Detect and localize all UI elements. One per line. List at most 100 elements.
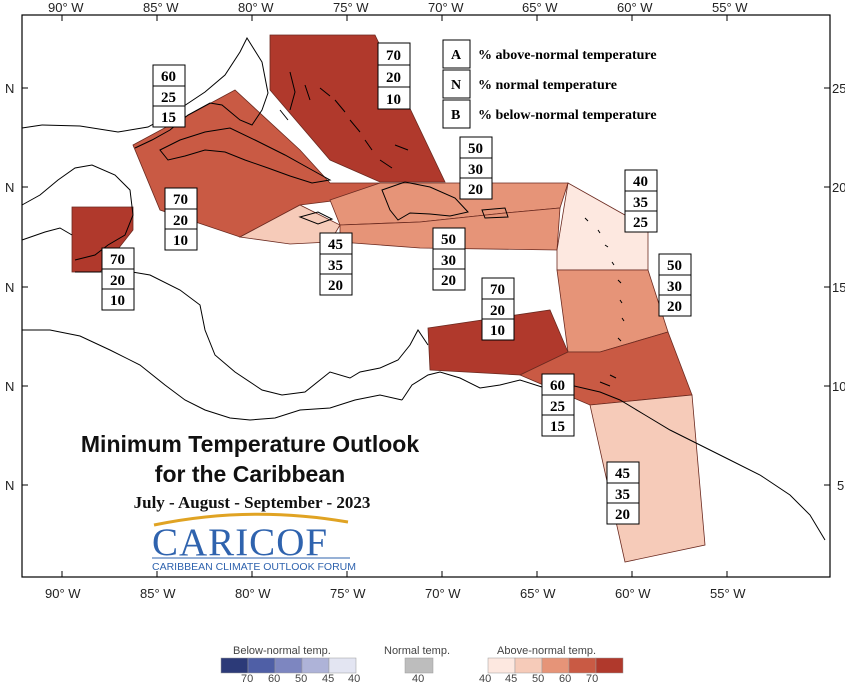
key-letter-n: N bbox=[451, 78, 461, 93]
colorbar-normal-swatches bbox=[404, 657, 434, 674]
colorbar-tick: 40 bbox=[348, 673, 360, 684]
colorbar-tick: 40 bbox=[412, 673, 424, 684]
y-tick-label: N bbox=[5, 280, 14, 295]
prob-box-bahamas: 70 20 10 bbox=[377, 42, 411, 110]
prob-box-abc: 70 20 10 bbox=[481, 277, 515, 341]
prob-normal: 35 bbox=[615, 487, 630, 503]
prob-above: 70 bbox=[110, 252, 125, 268]
x-tick-label: 65° W bbox=[520, 586, 556, 601]
y-axis-right-labels: 25° 20° 15° 10° 5° bbox=[832, 81, 845, 493]
y-tick-label: N bbox=[5, 81, 14, 96]
prob-above: 45 bbox=[615, 466, 630, 482]
prob-normal: 20 bbox=[490, 303, 505, 319]
colorbar-swatch bbox=[568, 657, 597, 674]
x-tick-label: 90° W bbox=[45, 586, 81, 601]
colorbar-tick: 50 bbox=[295, 673, 307, 684]
x-tick-label: 85° W bbox=[143, 0, 179, 15]
prob-above: 45 bbox=[328, 237, 343, 253]
probability-boxes: 70 20 10 60 25 15 70 20 10 70 20 10 bbox=[101, 42, 692, 525]
prob-below: 20 bbox=[615, 507, 630, 523]
prob-box-trinidad: 60 25 15 bbox=[541, 373, 575, 437]
prob-above: 70 bbox=[490, 282, 505, 298]
y-tick-label: 15° bbox=[832, 280, 845, 295]
x-tick-label: 75° W bbox=[333, 0, 369, 15]
x-tick-label: 85° W bbox=[140, 586, 176, 601]
prob-box-belize: 70 20 10 bbox=[101, 247, 135, 311]
colorbar-tick: 40 bbox=[479, 673, 491, 684]
x-axis-top-labels: 90° W 85° W 80° W 75° W 70° W 65° W 60° … bbox=[48, 0, 748, 15]
prob-above: 50 bbox=[667, 258, 682, 274]
x-tick-label: 60° W bbox=[617, 0, 653, 15]
top-tick-marks bbox=[22, 15, 830, 577]
colorbar: Below-normal temp. Normal temp. Above-no… bbox=[220, 645, 624, 684]
prob-above: 50 bbox=[468, 141, 483, 157]
prob-below: 10 bbox=[173, 233, 188, 249]
colorbar-below-swatches bbox=[220, 657, 357, 674]
y-tick-label: 25° bbox=[832, 81, 845, 96]
colorbar-swatch bbox=[595, 657, 624, 674]
key-text-normal: % normal temperature bbox=[478, 78, 617, 93]
colorbar-tick: 70 bbox=[586, 673, 598, 684]
colorbar-swatch bbox=[487, 657, 516, 674]
prob-normal: 20 bbox=[110, 273, 125, 289]
key-text-above: % above-normal temperature bbox=[478, 48, 657, 63]
map-subtitle: July - August - September - 2023 bbox=[134, 493, 371, 512]
prob-box-windwards: 50 30 20 bbox=[658, 253, 692, 317]
colorbar-swatch bbox=[220, 657, 249, 674]
prob-below: 10 bbox=[490, 323, 505, 339]
logo-text: CARICOF bbox=[152, 521, 328, 564]
prob-above: 40 bbox=[633, 174, 648, 190]
colorbar-swatch bbox=[274, 657, 303, 674]
prob-box-leewards: 40 35 25 bbox=[624, 169, 658, 233]
x-tick-label: 55° W bbox=[710, 586, 746, 601]
prob-normal: 20 bbox=[386, 70, 401, 86]
x-tick-label: 70° W bbox=[428, 0, 464, 15]
prob-normal: 25 bbox=[161, 90, 176, 106]
prob-above: 50 bbox=[441, 232, 456, 248]
prob-below: 20 bbox=[667, 299, 682, 315]
x-tick-label: 70° W bbox=[425, 586, 461, 601]
prob-normal: 30 bbox=[667, 279, 682, 295]
colorbar-swatch bbox=[301, 657, 330, 674]
prob-normal: 35 bbox=[328, 258, 343, 274]
prob-box-cayman: 70 20 10 bbox=[164, 187, 198, 251]
colorbar-tick: 45 bbox=[322, 673, 334, 684]
colorbar-above-swatches bbox=[487, 657, 624, 674]
prob-normal: 35 bbox=[633, 195, 648, 211]
prob-normal: 25 bbox=[550, 399, 565, 415]
x-tick-label: 90° W bbox=[48, 0, 84, 15]
prob-below: 20 bbox=[328, 278, 343, 294]
colorbar-tick: 60 bbox=[559, 673, 571, 684]
prob-below: 20 bbox=[468, 182, 483, 198]
colorbar-tick: 60 bbox=[268, 673, 280, 684]
x-tick-label: 55° W bbox=[712, 0, 748, 15]
y-tick-label: N bbox=[5, 180, 14, 195]
colorbar-tick: 45 bbox=[505, 673, 517, 684]
region-bahamas bbox=[269, 34, 446, 183]
colorbar-swatch bbox=[541, 657, 570, 674]
prob-below: 25 bbox=[633, 215, 648, 231]
colorbar-above-label: Above-normal temp. bbox=[497, 645, 596, 657]
colorbar-below-label: Below-normal temp. bbox=[233, 645, 331, 657]
y-axis-left-labels: N N N N N bbox=[5, 81, 14, 493]
key-letter-a: A bbox=[451, 48, 462, 63]
prob-above: 70 bbox=[173, 192, 188, 208]
x-tick-label: 80° W bbox=[238, 0, 274, 15]
y-tick-label: N bbox=[5, 379, 14, 394]
prob-box-cuba: 60 25 15 bbox=[152, 64, 186, 128]
prob-box-pr-south: 50 30 20 bbox=[432, 227, 466, 291]
prob-box-hispaniola: 50 30 20 bbox=[459, 136, 493, 200]
prob-below: 15 bbox=[550, 419, 565, 435]
key-letter-b: B bbox=[451, 108, 460, 123]
y-tick-label: 10° bbox=[832, 379, 845, 394]
colorbar-normal-label: Normal temp. bbox=[384, 645, 450, 657]
prob-box-jamaica: 45 35 20 bbox=[319, 232, 353, 296]
prob-below: 10 bbox=[110, 293, 125, 309]
y-tick-label: 20° bbox=[832, 180, 845, 195]
colorbar-swatch bbox=[514, 657, 543, 674]
prob-normal: 30 bbox=[441, 253, 456, 269]
prob-below: 10 bbox=[386, 92, 401, 108]
colorbar-swatch bbox=[328, 657, 357, 674]
prob-above: 60 bbox=[161, 69, 176, 85]
